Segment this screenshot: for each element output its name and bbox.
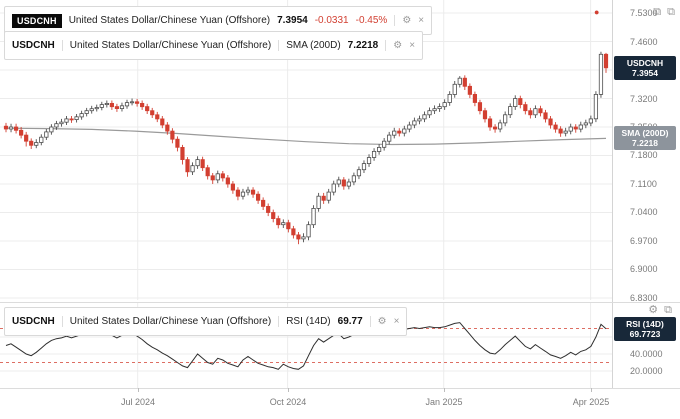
main-pane-controls: ⧉ ⧉: [653, 7, 675, 18]
legend-divider: [61, 316, 63, 327]
badge-label: RSI (14D): [626, 319, 664, 329]
rsi-value: 69.77: [337, 316, 363, 327]
price-axis-label: 7.4600: [630, 37, 658, 47]
sma-value-badge: SMA (200D) 7.2218: [614, 126, 676, 150]
price-axis-label: 6.9700: [630, 236, 658, 246]
symbol-chip: USDCNH: [12, 13, 62, 28]
rsi-pane-controls: ⚙ ⧉: [648, 305, 672, 316]
badge-value: 7.3954: [632, 68, 658, 78]
time-axis-border: [0, 388, 680, 389]
instrument-name: United States Dollar/Chinese Yuan (Offsh…: [69, 316, 272, 327]
live-indicator-dot: ●: [594, 7, 600, 17]
time-axis-label: Apr 2025: [572, 397, 610, 407]
legend-divider: [61, 40, 63, 51]
expand-icon[interactable]: ⧉: [667, 6, 675, 18]
indicator-name: SMA (200D): [286, 40, 341, 51]
price-change: -0.0331: [314, 15, 349, 26]
legend-divider: [394, 15, 396, 26]
price-change-pct: -0.45%: [355, 15, 388, 26]
pane-divider[interactable]: [0, 302, 680, 303]
instrument-name: United States Dollar/Chinese Yuan (Offsh…: [68, 15, 271, 26]
legend-divider: [278, 316, 280, 327]
instrument-name: United States Dollar/Chinese Yuan (Offsh…: [69, 40, 272, 51]
legend-divider: [278, 40, 280, 51]
symbol-label: USDCNH: [12, 40, 55, 51]
time-axis-label: Oct 2024: [269, 397, 307, 407]
price-axis-label: 7.1100: [630, 179, 657, 189]
badge-value: 69.7723: [629, 329, 661, 339]
close-icon[interactable]: ×: [409, 39, 416, 51]
panel-icon[interactable]: ⧉: [653, 6, 662, 18]
sma-legend[interactable]: USDCNH United States Dollar/Chinese Yuan…: [4, 31, 424, 60]
rsi-axis-label: 40.0000: [630, 349, 663, 359]
sma-value: 7.2218: [347, 40, 379, 51]
close-icon[interactable]: ×: [418, 14, 425, 26]
rsi-axis-label: 20.0000: [630, 366, 663, 376]
rsi-legend[interactable]: USDCNH United States Dollar/Chinese Yuan…: [4, 307, 408, 336]
settings-icon[interactable]: ⚙: [648, 304, 659, 316]
indicator-name: RSI (14D): [286, 316, 331, 327]
legend-divider: [369, 316, 371, 327]
price-axis-label: 7.1800: [630, 150, 658, 160]
price-axis-label: 6.9000: [630, 264, 658, 274]
badge-symbol: USDCNH: [626, 58, 664, 68]
badge-label: SMA (200D): [621, 128, 669, 138]
rsi-value-badge: RSI (14D) 69.7723: [614, 317, 676, 341]
time-axis-label: Jul 2024: [120, 397, 156, 407]
last-price: 7.3954: [277, 15, 308, 26]
settings-icon[interactable]: ⚙: [393, 39, 403, 51]
time-axis-label: Jan 2025: [425, 397, 463, 407]
price-axis-border: [612, 0, 613, 388]
close-icon[interactable]: ×: [393, 315, 400, 327]
settings-icon[interactable]: ⚙: [402, 14, 412, 26]
expand-icon[interactable]: ⧉: [664, 304, 672, 316]
settings-icon[interactable]: ⚙: [377, 315, 387, 327]
legend-divider: [385, 40, 387, 51]
last-price-badge: USDCNH 7.3954: [614, 56, 676, 80]
symbol-label: USDCNH: [12, 316, 55, 327]
price-axis-label: 7.3200: [630, 94, 658, 104]
badge-value: 7.2218: [632, 138, 658, 148]
main-symbol-legend[interactable]: USDCNH United States Dollar/Chinese Yuan…: [4, 6, 433, 35]
price-axis-label: 7.0400: [630, 207, 658, 217]
